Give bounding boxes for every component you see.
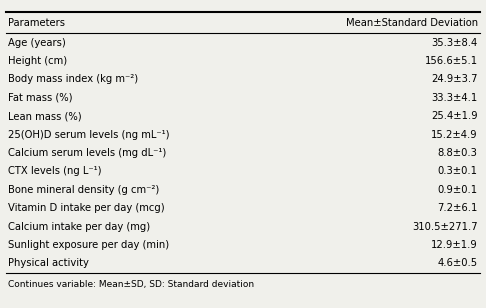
Text: 8.8±0.3: 8.8±0.3 [438, 148, 478, 158]
Text: 4.6±0.5: 4.6±0.5 [437, 258, 478, 268]
Text: 12.9±1.9: 12.9±1.9 [431, 240, 478, 250]
Text: Fat mass (%): Fat mass (%) [8, 93, 73, 103]
Text: Height (cm): Height (cm) [8, 56, 68, 66]
Text: 25.4±1.9: 25.4±1.9 [431, 111, 478, 121]
Text: 310.5±271.7: 310.5±271.7 [412, 221, 478, 232]
Text: Calcium serum levels (mg dL⁻¹): Calcium serum levels (mg dL⁻¹) [8, 148, 167, 158]
Text: Body mass index (kg m⁻²): Body mass index (kg m⁻²) [8, 75, 139, 84]
Text: 156.6±5.1: 156.6±5.1 [425, 56, 478, 66]
Text: 0.3±0.1: 0.3±0.1 [438, 166, 478, 176]
Text: Bone mineral density (g cm⁻²): Bone mineral density (g cm⁻²) [8, 185, 159, 195]
Text: Physical activity: Physical activity [8, 258, 89, 268]
Text: 35.3±8.4: 35.3±8.4 [432, 38, 478, 48]
Text: Age (years): Age (years) [8, 38, 66, 48]
Text: 0.9±0.1: 0.9±0.1 [437, 185, 478, 195]
Text: Calcium intake per day (mg): Calcium intake per day (mg) [8, 221, 150, 232]
Text: 15.2±4.9: 15.2±4.9 [431, 130, 478, 140]
Text: Vitamin D intake per day (mcg): Vitamin D intake per day (mcg) [8, 203, 165, 213]
Text: Continues variable: Mean±SD, SD: Standard deviation: Continues variable: Mean±SD, SD: Standar… [8, 280, 254, 289]
Text: Mean±Standard Deviation: Mean±Standard Deviation [346, 18, 478, 28]
Text: 7.2±6.1: 7.2±6.1 [437, 203, 478, 213]
Text: Sunlight exposure per day (min): Sunlight exposure per day (min) [8, 240, 170, 250]
Text: Lean mass (%): Lean mass (%) [8, 111, 82, 121]
Text: 33.3±4.1: 33.3±4.1 [432, 93, 478, 103]
Text: 25(OH)D serum levels (ng mL⁻¹): 25(OH)D serum levels (ng mL⁻¹) [8, 130, 170, 140]
Text: 24.9±3.7: 24.9±3.7 [431, 75, 478, 84]
Text: Parameters: Parameters [8, 18, 65, 28]
Text: CTX levels (ng L⁻¹): CTX levels (ng L⁻¹) [8, 166, 102, 176]
